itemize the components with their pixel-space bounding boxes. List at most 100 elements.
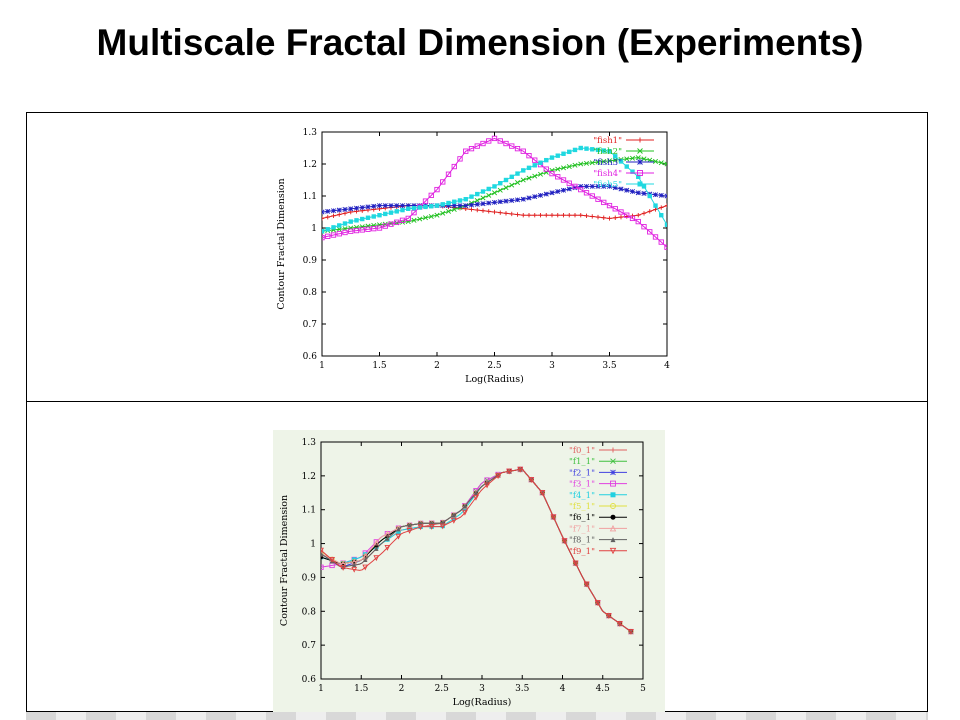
data-point: [486, 192, 492, 198]
data-point: [543, 191, 549, 197]
data-point: [428, 213, 434, 219]
data-point: [601, 158, 607, 164]
panel-divider: [26, 401, 928, 402]
data-point: [462, 506, 468, 512]
legend-entry: "f0_1": [569, 446, 595, 456]
data-point: [595, 147, 601, 153]
series-4: [322, 145, 667, 234]
data-point: [325, 208, 331, 214]
data-point: [336, 207, 342, 213]
data-point: [342, 221, 348, 226]
data-point: [549, 190, 555, 196]
data-point: [629, 155, 636, 161]
data-point: [636, 213, 641, 218]
data-point: [457, 203, 463, 209]
data-point: [532, 173, 538, 179]
data-point: [509, 211, 514, 217]
data-point: [506, 468, 513, 475]
y-tick-label: 0.9: [303, 256, 318, 266]
data-point: [411, 217, 417, 223]
data-point: [474, 201, 480, 207]
data-point: [624, 156, 630, 162]
data-point: [538, 160, 543, 165]
data-point: [664, 203, 667, 208]
data-point: [353, 224, 360, 230]
data-point: [549, 213, 555, 218]
data-point: [532, 194, 538, 200]
data-point: [322, 234, 325, 241]
data-point: [388, 203, 394, 209]
data-point: [451, 512, 457, 518]
data-point: [520, 196, 526, 202]
data-point: [520, 177, 526, 183]
data-point: [394, 209, 399, 214]
data-point: [601, 148, 606, 153]
data-point: [445, 208, 452, 214]
data-point: [532, 157, 538, 163]
data-point: [363, 557, 368, 563]
data-point: [362, 564, 369, 571]
data-point: [371, 214, 376, 219]
data-point: [641, 224, 647, 230]
data-point: [450, 517, 457, 524]
data-point: [331, 213, 336, 219]
data-point: [336, 226, 342, 232]
data-point: [515, 171, 520, 176]
data-point: [567, 149, 572, 155]
legend-marker: [637, 148, 643, 154]
data-point: [322, 229, 325, 234]
data-point: [373, 555, 380, 562]
data-point: [526, 153, 532, 159]
data-point: [590, 147, 595, 152]
data-point: [561, 151, 566, 156]
data-point: [567, 213, 572, 218]
data-point: [520, 148, 526, 154]
data-point: [365, 223, 371, 229]
data-point: [590, 214, 595, 219]
data-point: [407, 523, 412, 528]
legend-entry: "f8_1": [569, 536, 595, 546]
data-point: [560, 177, 567, 183]
data-point: [405, 219, 411, 225]
data-point: [491, 199, 498, 205]
data-point: [434, 203, 440, 208]
data-point: [566, 164, 572, 170]
y-tick-label: 0.7: [302, 641, 317, 651]
data-point: [526, 175, 532, 181]
data-point: [566, 180, 572, 186]
data-point: [473, 494, 479, 501]
data-point: [474, 197, 480, 203]
data-point: [532, 213, 537, 218]
legend-entry: "f4_1": [569, 491, 595, 501]
data-point: [624, 164, 629, 169]
data-point: [336, 231, 342, 237]
data-point: [560, 165, 567, 171]
data-point: [647, 193, 652, 199]
data-point: [555, 153, 560, 158]
data-point: [503, 211, 509, 216]
data-point: [549, 170, 555, 177]
data-point: [382, 203, 388, 209]
y-tick-label: 0.6: [303, 352, 318, 362]
data-point: [572, 560, 579, 567]
data-point: [572, 183, 578, 190]
data-point: [503, 177, 509, 183]
data-point: [560, 187, 567, 193]
data-point: [584, 146, 589, 151]
slide-title: Multiscale Fractal Dimension (Experiment…: [96, 22, 864, 63]
y-tick-label: 1.1: [303, 192, 317, 202]
data-point: [572, 147, 578, 153]
series-9: [321, 466, 634, 635]
data-point: [395, 533, 402, 540]
data-point: [399, 217, 406, 223]
data-point: [428, 192, 434, 199]
data-point: [652, 192, 659, 198]
x-tick-label: 3.5: [602, 361, 617, 371]
data-point: [595, 196, 601, 202]
data-point: [491, 135, 498, 142]
data-point: [342, 206, 348, 212]
data-point: [492, 184, 497, 189]
data-point: [396, 529, 401, 535]
data-point: [606, 202, 613, 209]
data-point: [451, 163, 457, 170]
